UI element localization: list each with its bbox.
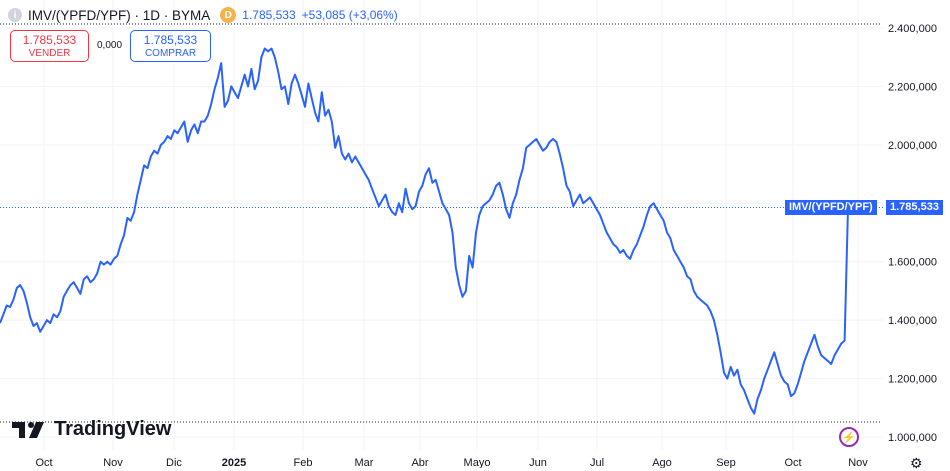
y-tick-label: 1.400,000	[888, 315, 937, 327]
y-tick-label: 1.200,000	[888, 374, 937, 386]
y-tick-label: 1.600,000	[888, 257, 937, 269]
buy-button[interactable]: 1.785,533 COMPRAR	[130, 30, 211, 62]
y-tick-label: 2.400,000	[888, 23, 937, 35]
y-tick-label: 1.000,000	[888, 432, 937, 444]
x-tick-label: Ago	[652, 457, 672, 468]
x-tick-label: Jul	[590, 457, 604, 468]
y-axis-labels: 2.400,0002.200,0002.000,0001.800,0001.60…	[888, 23, 937, 444]
x-tick-label: 2025	[222, 457, 246, 468]
x-tick-label: Oct	[784, 457, 801, 468]
buy-label: COMPRAR	[144, 48, 197, 59]
x-tick-label: Oct	[35, 457, 52, 468]
lightning-icon[interactable]: ⚡	[839, 427, 859, 447]
tradingview-logo-text: TradingView	[54, 418, 172, 440]
tradingview-logo-icon	[12, 421, 44, 438]
x-tick-label: Mayo	[464, 457, 491, 468]
x-tick-label: Jun	[529, 457, 547, 468]
x-tick-label: Feb	[294, 457, 313, 468]
sell-button[interactable]: 1.785,533 VENDER	[10, 30, 89, 62]
buy-price: 1.785,533	[143, 33, 198, 47]
symbol-title[interactable]: IMV/(YPFD/YPF) · 1D · BYMA	[28, 7, 211, 23]
x-tick-label: Nov	[103, 457, 123, 468]
price-line	[0, 47, 849, 415]
sell-price: 1.785,533	[22, 33, 77, 47]
y-tick-label: 2.200,000	[888, 81, 937, 93]
x-axis-labels: Oct Nov Dic 2025 Feb Mar Abr Mayo Jun Jul Ago Sep Oc…	[35, 457, 868, 468]
gear-icon[interactable]: ⚙	[910, 455, 923, 471]
chart-header: i IMV/(YPFD/YPF) · 1D · BYMA D 1.785,533…	[8, 5, 398, 25]
x-tick-label: Dic	[166, 457, 182, 468]
x-tick-label: Mar	[355, 457, 374, 468]
y-tick-label: 2.000,000	[888, 140, 937, 152]
x-tick-label: Abr	[411, 457, 428, 468]
series-name-tag: IMV/(YPFD/YPF)	[785, 200, 877, 215]
price-change: +53,085 (+3,06%)	[301, 8, 398, 22]
info-icon[interactable]: i	[8, 8, 22, 22]
tradingview-logo[interactable]: TradingView	[12, 418, 171, 441]
x-tick-label: Nov	[848, 457, 868, 468]
sell-label: VENDER	[28, 48, 71, 59]
spread-value: 0,000	[97, 40, 123, 51]
chart-grid	[0, 0, 883, 450]
last-price: 1.785,533	[242, 8, 296, 22]
x-tick-label: Sep	[716, 457, 736, 468]
last-price-tag: 1.785,533	[886, 200, 943, 215]
exchange-badge: D	[220, 7, 237, 23]
